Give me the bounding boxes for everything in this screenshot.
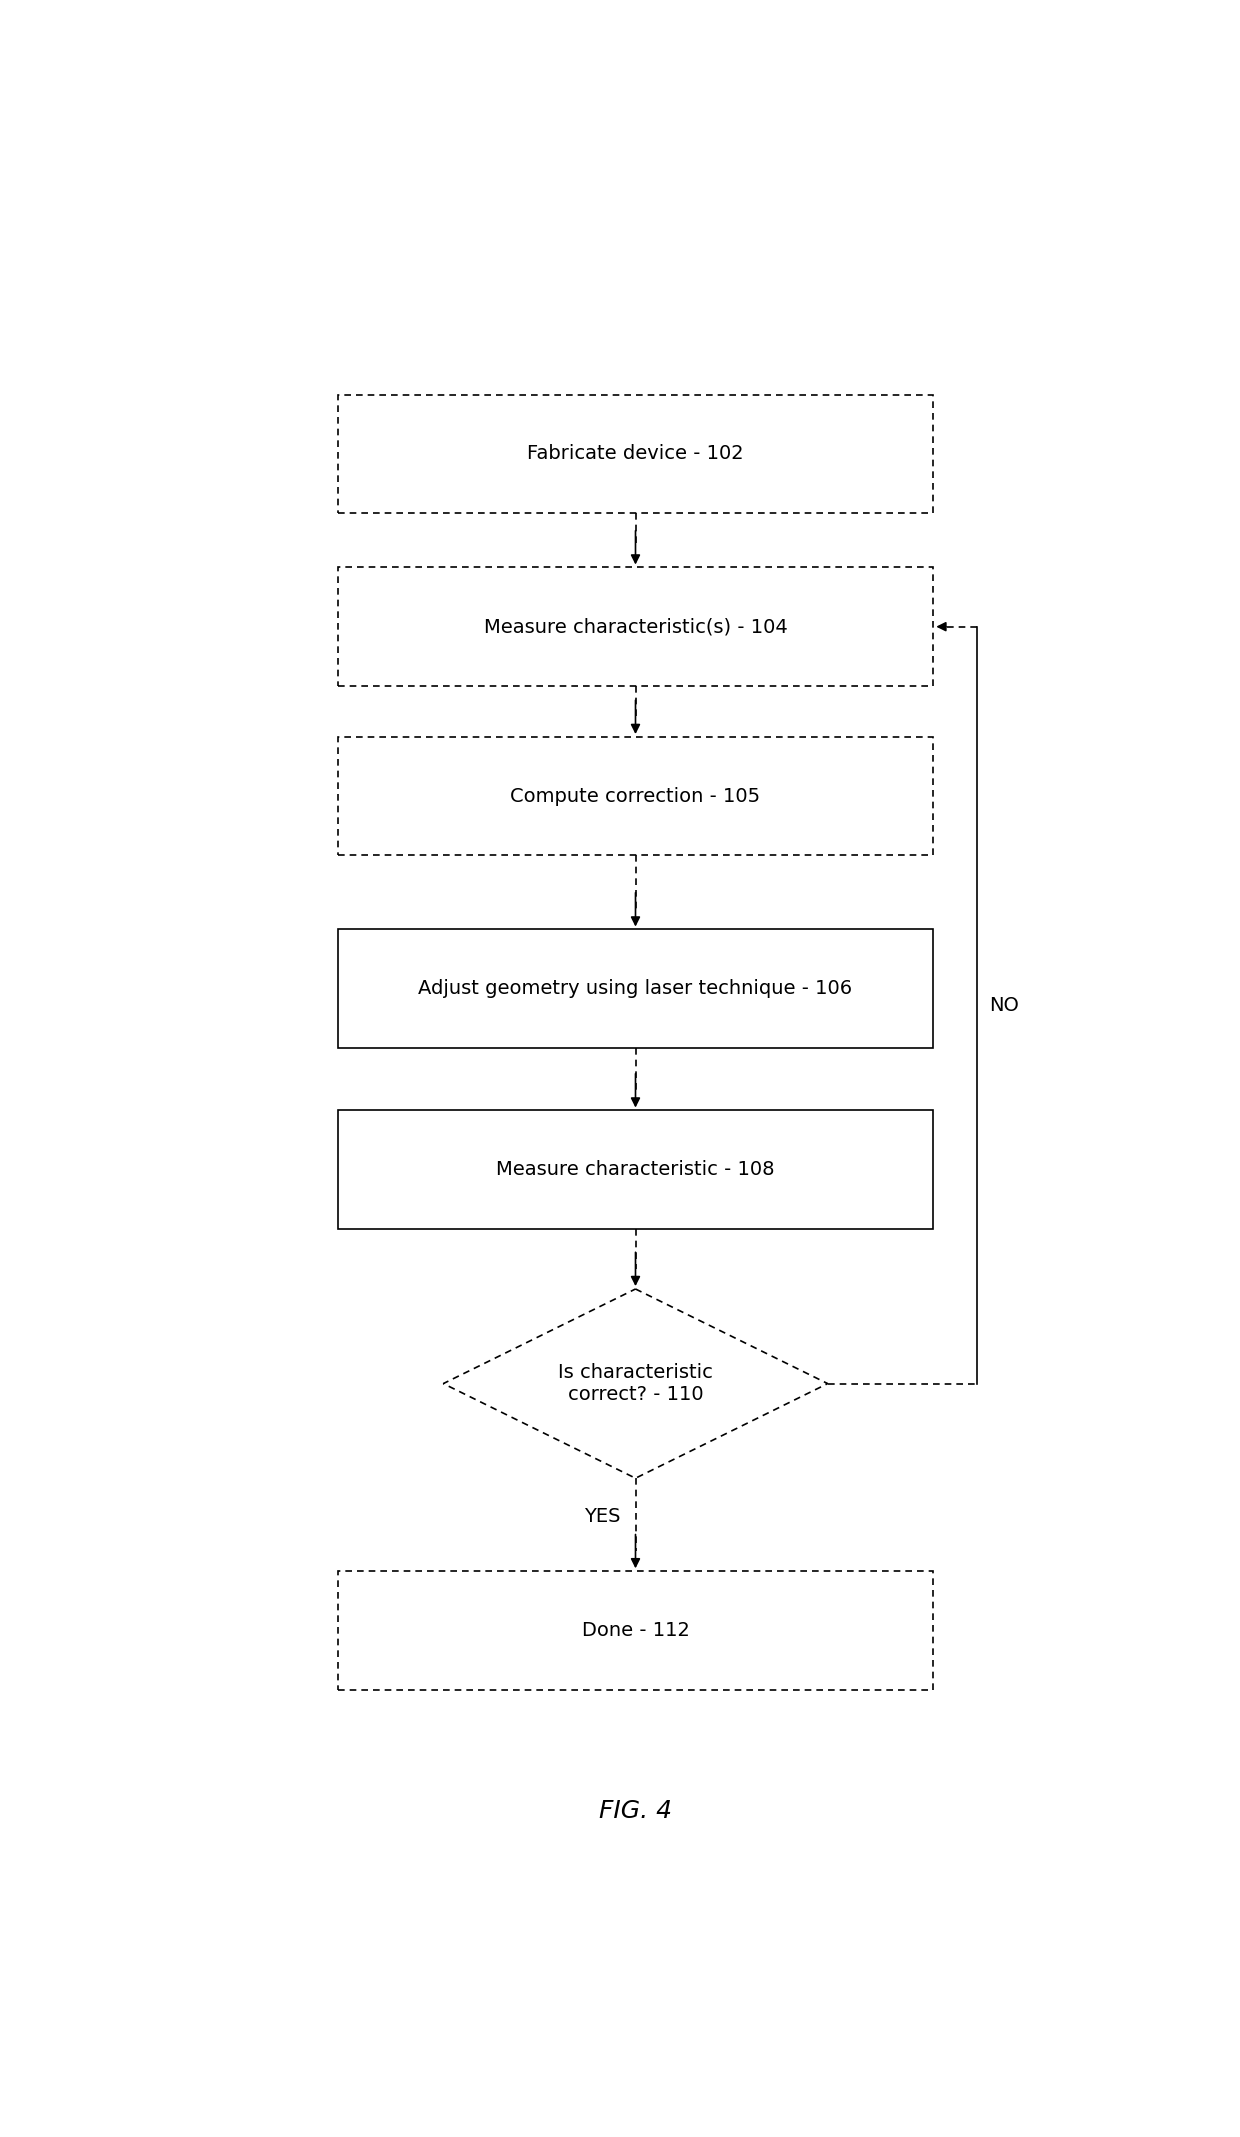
Text: Measure characteristic - 108: Measure characteristic - 108 (496, 1160, 775, 1180)
Text: YES: YES (584, 1507, 620, 1526)
Text: Measure characteristic(s) - 104: Measure characteristic(s) - 104 (484, 618, 787, 637)
Text: Is characteristic
correct? - 110: Is characteristic correct? - 110 (558, 1363, 713, 1404)
Text: Done - 112: Done - 112 (582, 1622, 689, 1639)
Bar (337, 395, 934, 513)
Text: FIG. 4: FIG. 4 (599, 1799, 672, 1823)
Polygon shape (444, 1289, 828, 1479)
Text: NO: NO (988, 996, 1018, 1015)
Bar (337, 930, 934, 1047)
Bar (337, 568, 934, 686)
Text: Adjust geometry using laser technique - 106: Adjust geometry using laser technique - … (418, 979, 853, 998)
Bar (337, 1571, 934, 1690)
Bar (337, 737, 934, 855)
Bar (337, 1111, 934, 1229)
Text: Compute correction - 105: Compute correction - 105 (511, 786, 760, 806)
Text: Fabricate device - 102: Fabricate device - 102 (527, 444, 744, 464)
